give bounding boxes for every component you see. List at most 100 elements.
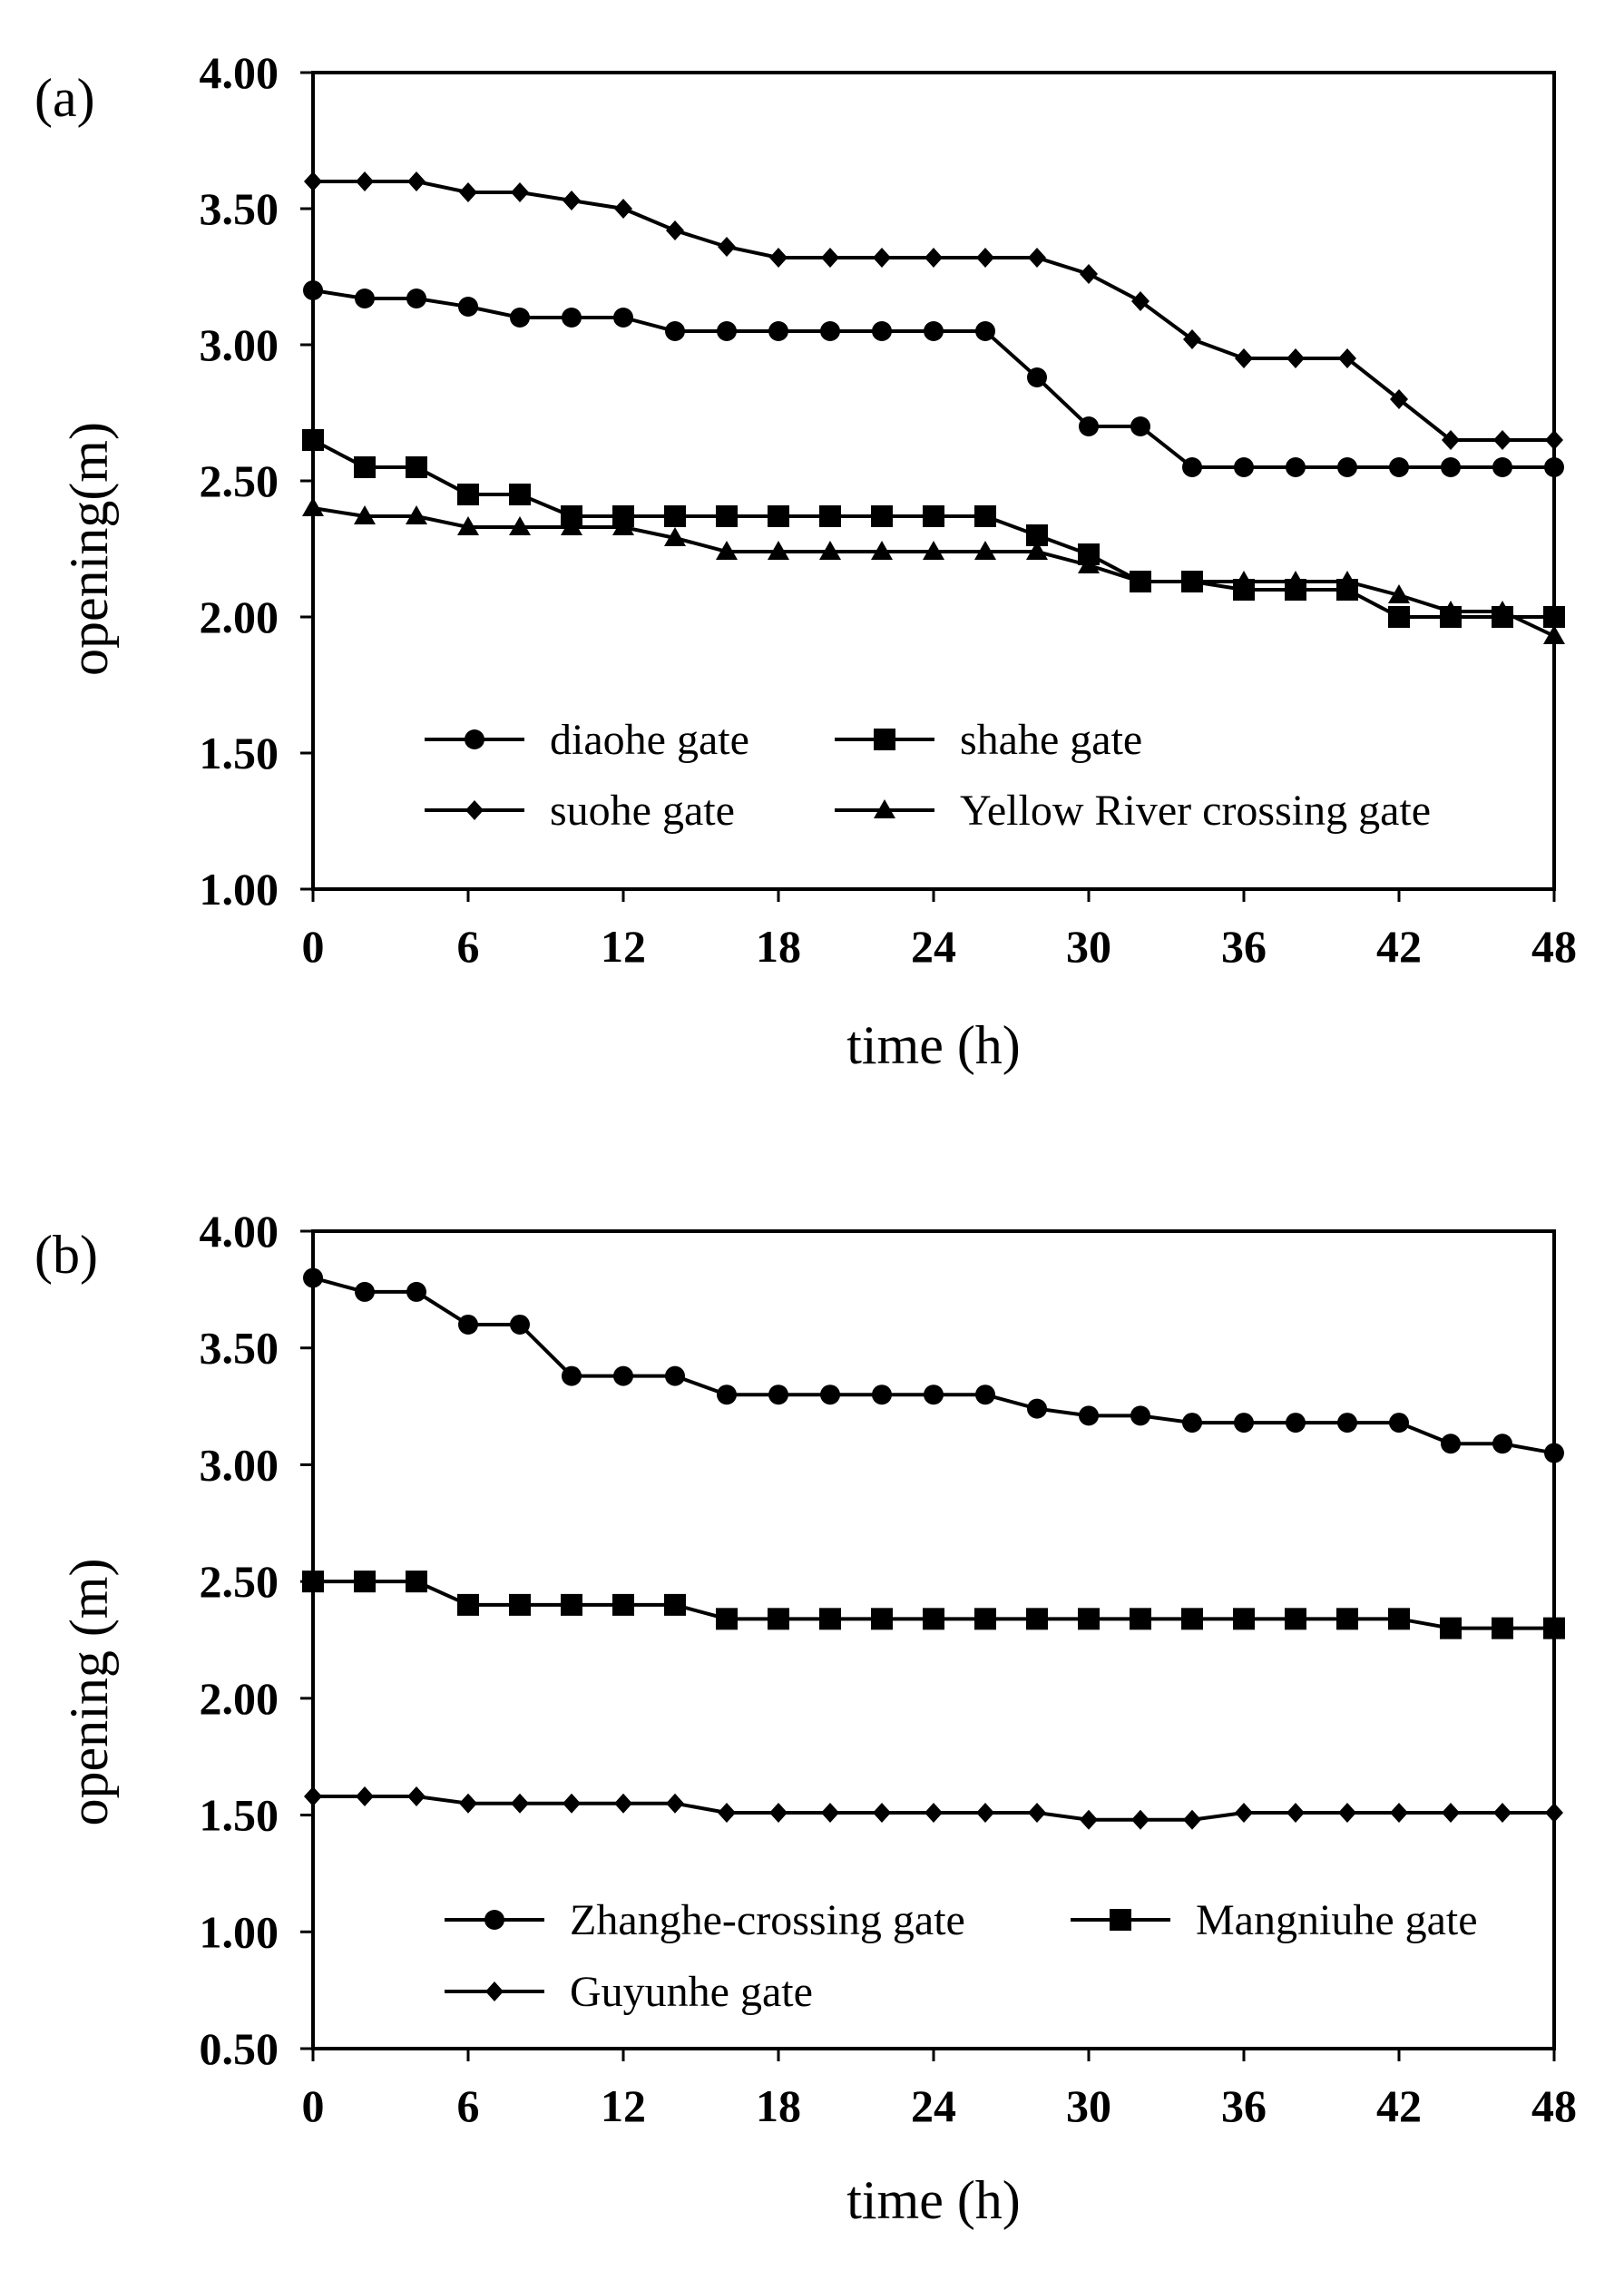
data-point [1078,554,1100,573]
legend-label: diaohe gate [550,716,749,764]
data-point [664,1593,686,1616]
data-point [1544,457,1564,477]
data-point [1440,601,1462,620]
legend-label: suohe gate [550,787,735,835]
y-tick-label: 1.00 [200,1906,279,1957]
data-point [355,1281,375,1302]
data-point [563,191,581,210]
data-point [1544,1443,1564,1463]
data-point [1388,584,1410,603]
data-point [1285,1608,1306,1630]
data-point [1233,1608,1255,1630]
data-point [975,321,995,341]
series-line [313,180,1554,442]
data-point [1441,1433,1461,1454]
legend-marker [1110,1909,1131,1931]
y-tick-label: 3.50 [200,1323,279,1374]
panel-label: (a) [34,68,95,128]
chart-panel-a: 1.00 1.50 2.00 2.50 3.00 3.50 4.00 0 6 12 18 24 30 36… [34,47,1577,1075]
data-point [871,541,893,560]
data-point [974,1608,996,1630]
series-line [312,1276,1555,1455]
data-point [1337,1413,1357,1433]
data-point [561,516,582,535]
data-point [925,248,943,268]
legend-item: Guyunhe gate [445,1968,813,2016]
data-point [356,1786,374,1806]
data-point [821,1802,839,1823]
legend-item: shahe gate [835,716,1142,764]
x-tick-label: 42 [1376,2080,1422,2131]
data-point [510,308,530,328]
x-tick-label: 36 [1221,921,1267,972]
data-point [406,456,427,478]
x-tick-label: 48 [1531,921,1577,972]
x-tick-label: 0 [302,921,325,972]
panel-label: (b) [34,1225,98,1285]
y-tick-label: 1.50 [200,728,279,778]
data-point [1233,571,1255,590]
data-point [614,199,632,219]
data-point [1389,1413,1409,1433]
x-tick-label: 18 [756,921,801,972]
data-point [923,505,944,527]
legend-marker [465,729,484,749]
data-point [923,541,944,560]
data-point [718,1802,736,1823]
data-point [820,1385,840,1405]
data-point [1543,1617,1565,1639]
x-tick-label: 30 [1066,921,1111,972]
data-point [355,289,375,308]
legend-label: Mangniuhe gate [1196,1896,1478,1944]
data-point [1388,1608,1410,1630]
data-point [1182,457,1202,477]
data-point [1286,1802,1305,1823]
data-point [561,1593,582,1616]
data-point [509,1593,531,1616]
data-point [1027,367,1047,387]
data-point [717,321,737,341]
data-point [768,541,789,560]
data-point [354,456,376,478]
data-point [665,321,685,341]
plot-frame [311,71,1556,891]
data-point [1492,457,1512,477]
series-diaohe-gate [303,280,1564,477]
chart-panel-b: 0.50 1.00 1.50 2.00 2.50 3.00 3.50 4.00 0 6 12 18 24… [34,1206,1577,2230]
data-point [406,505,427,524]
series-yellow-river-crossing-gate [302,497,1565,644]
data-point [1130,416,1150,436]
data-point [458,297,478,317]
data-point [1442,1802,1460,1823]
data-point [303,1267,323,1288]
series-zhanghe-crossing-gate [303,1267,1564,1463]
legend: Zhanghe-crossing gate Mangniuhe gate Guyun… [445,1896,1478,2016]
data-point [666,220,684,240]
data-point [1130,1405,1150,1426]
data-point [873,248,891,268]
data-point [1080,1809,1098,1830]
data-point [511,182,529,202]
data-point [613,1365,633,1386]
legend-marker [465,800,484,820]
x-tick-label: 6 [457,2080,480,2131]
series-guyunhe-gate [304,1786,1563,1830]
data-point [612,516,634,535]
y-tick-label: 2.00 [200,592,279,642]
data-point [510,1314,530,1335]
data-point [1285,571,1306,590]
data-point [1182,1413,1202,1433]
data-point [354,505,376,524]
data-point [1079,416,1099,436]
data-point [820,321,840,341]
data-point [1441,457,1461,477]
data-point [613,308,633,328]
data-point [819,541,841,560]
data-point [406,289,426,308]
data-point [1235,1802,1253,1823]
legend: diaohe gate shahe gate suohe gate Yellow Ri… [425,716,1431,835]
y-tick-label: 1.00 [200,864,279,915]
data-point [666,1793,684,1814]
x-tick-label: 42 [1376,921,1422,972]
data-point [1181,1608,1203,1630]
